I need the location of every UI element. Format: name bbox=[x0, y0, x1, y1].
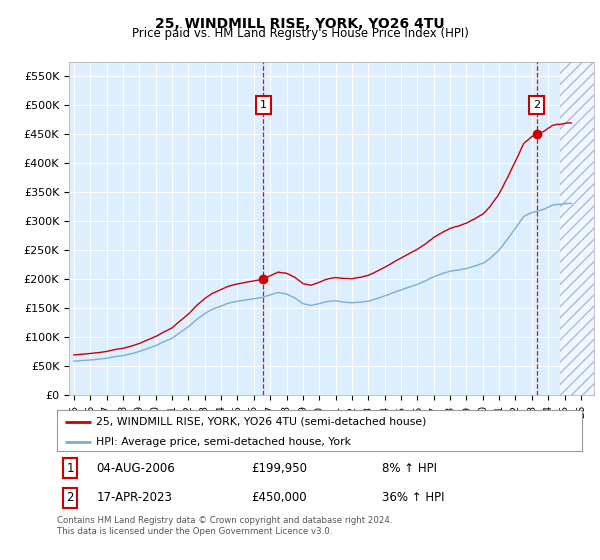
Text: Price paid vs. HM Land Registry's House Price Index (HPI): Price paid vs. HM Land Registry's House … bbox=[131, 27, 469, 40]
Bar bbox=[560, 62, 594, 395]
Text: Contains HM Land Registry data © Crown copyright and database right 2024.
This d: Contains HM Land Registry data © Crown c… bbox=[57, 516, 392, 536]
Text: 2: 2 bbox=[67, 491, 74, 504]
Text: £450,000: £450,000 bbox=[251, 491, 307, 504]
Text: 1: 1 bbox=[67, 462, 74, 475]
Text: 1: 1 bbox=[260, 100, 267, 110]
Text: 36% ↑ HPI: 36% ↑ HPI bbox=[383, 491, 445, 504]
Text: HPI: Average price, semi-detached house, York: HPI: Average price, semi-detached house,… bbox=[97, 437, 352, 447]
Text: 25, WINDMILL RISE, YORK, YO26 4TU: 25, WINDMILL RISE, YORK, YO26 4TU bbox=[155, 17, 445, 31]
Text: 25, WINDMILL RISE, YORK, YO26 4TU (semi-detached house): 25, WINDMILL RISE, YORK, YO26 4TU (semi-… bbox=[97, 417, 427, 427]
Text: 2: 2 bbox=[533, 100, 540, 110]
Text: 8% ↑ HPI: 8% ↑ HPI bbox=[383, 462, 437, 475]
Text: £199,950: £199,950 bbox=[251, 462, 307, 475]
Text: 04-AUG-2006: 04-AUG-2006 bbox=[97, 462, 175, 475]
Text: 17-APR-2023: 17-APR-2023 bbox=[97, 491, 172, 504]
Bar bbox=[560, 62, 594, 395]
